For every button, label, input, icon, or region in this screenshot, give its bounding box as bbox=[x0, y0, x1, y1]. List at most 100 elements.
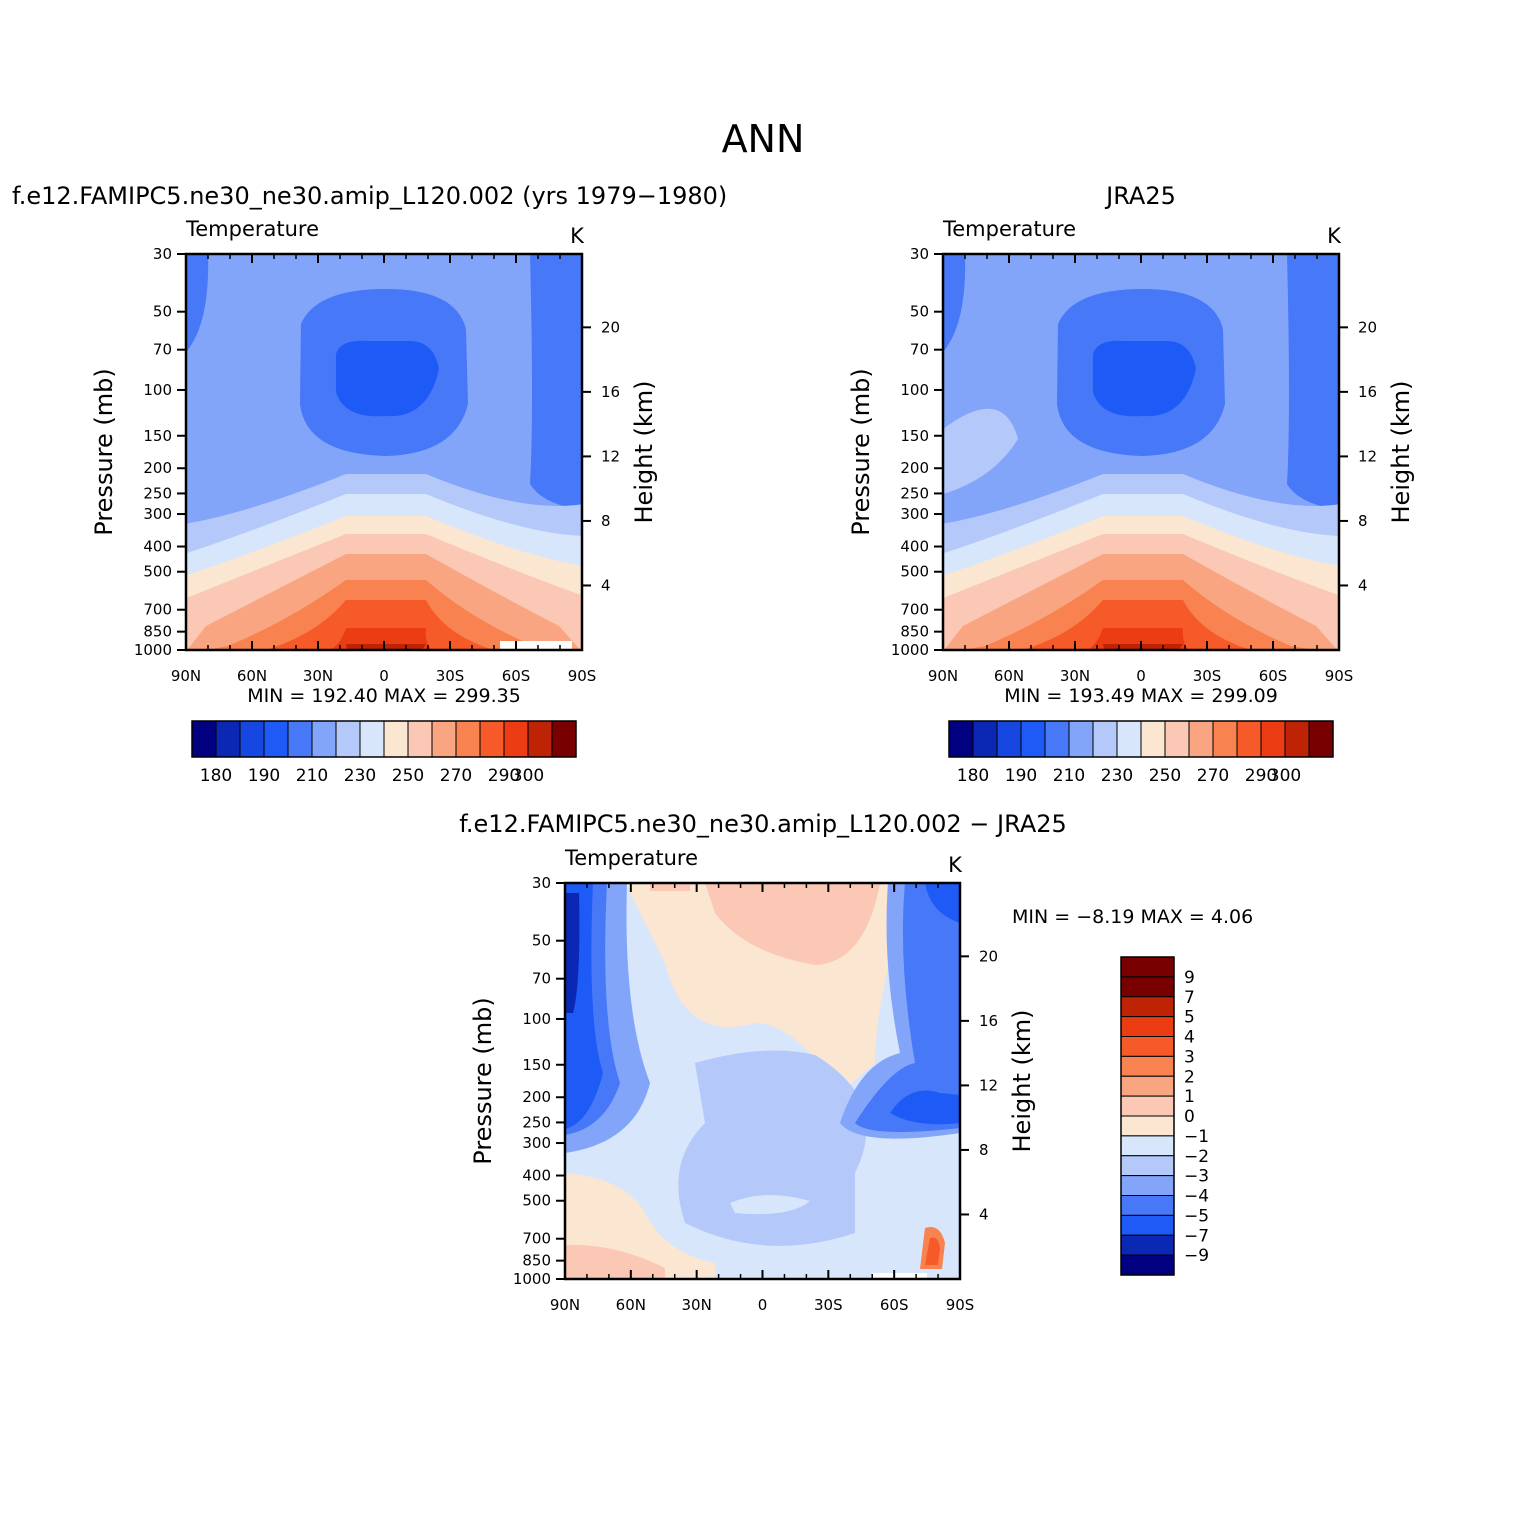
x-tick-label: 30N bbox=[682, 1296, 712, 1314]
x-tick-label: 60N bbox=[237, 667, 267, 685]
colorbar-label: 270 bbox=[1197, 766, 1229, 786]
colorbar-swatch bbox=[1120, 1075, 1175, 1097]
colorbar-swatch bbox=[1120, 1055, 1175, 1077]
chart-panel-3: f.e12.FAMIPC5.ne30_ne30.amip_L120.002 − … bbox=[459, 810, 1253, 1314]
y2-tick-label: 20 bbox=[1358, 318, 1377, 336]
colorbar-label: 270 bbox=[440, 766, 472, 786]
y2-tick-label: 8 bbox=[979, 1141, 989, 1159]
x-tick-label: 90S bbox=[1325, 667, 1354, 685]
y-tick-label: 70 bbox=[532, 970, 551, 988]
colorbar-label: 230 bbox=[344, 766, 376, 786]
colorbar-label: 300 bbox=[512, 766, 544, 786]
x-tick-label: 30S bbox=[1193, 667, 1222, 685]
contour-field bbox=[186, 254, 582, 650]
x-tick-label: 60N bbox=[616, 1296, 646, 1314]
x-tick-label: 90S bbox=[946, 1296, 975, 1314]
colorbar-swatch bbox=[1140, 720, 1166, 758]
x-tick-label: 60N bbox=[994, 667, 1024, 685]
colorbar-swatch bbox=[1068, 720, 1094, 758]
colorbar-label: 250 bbox=[1149, 766, 1181, 786]
y2-tick-label: 12 bbox=[979, 1076, 998, 1094]
y-tick-label: 850 bbox=[143, 623, 172, 641]
min-max-label: MIN = −8.19 MAX = 4.06 bbox=[1012, 906, 1253, 928]
colorbar-swatch bbox=[335, 720, 361, 758]
colorbar-swatch bbox=[1044, 720, 1070, 758]
y-tick-label: 1000 bbox=[134, 641, 172, 659]
chart-panel-2: JRA25 Temperature K 90N 60N 30N 0 30S 60S 90S 30 50… bbox=[847, 182, 1415, 786]
colorbar-label: 190 bbox=[248, 766, 280, 786]
x-tick-label: 30N bbox=[303, 667, 333, 685]
colorbar-swatch bbox=[215, 720, 241, 758]
colorbar-swatch bbox=[503, 720, 529, 758]
y-axis-label: Pressure (mb) bbox=[847, 368, 875, 535]
colorbar-swatch bbox=[191, 720, 217, 758]
colorbar-swatch bbox=[1260, 720, 1286, 758]
units-label: K bbox=[570, 224, 585, 248]
y-tick-label: 200 bbox=[900, 459, 929, 477]
colorbar-swatch bbox=[1120, 1095, 1175, 1117]
x-tick-label: 60S bbox=[1259, 667, 1288, 685]
y-tick-label: 200 bbox=[522, 1088, 551, 1106]
colorbar-swatch bbox=[431, 720, 457, 758]
page-title: ANN bbox=[722, 117, 805, 161]
colorbar-label: −3 bbox=[1184, 1167, 1209, 1187]
x-tick-label: 60S bbox=[880, 1296, 909, 1314]
y-tick-label: 70 bbox=[910, 341, 929, 359]
colorbar-label: −9 bbox=[1184, 1246, 1209, 1266]
y2-tick-label: 16 bbox=[1358, 383, 1377, 401]
colorbar-swatch bbox=[1120, 976, 1175, 998]
colorbar-label: 290 bbox=[488, 766, 520, 786]
colorbar-label: 180 bbox=[957, 766, 989, 786]
x-tick-label: 90N bbox=[550, 1296, 580, 1314]
y-tick-label: 70 bbox=[153, 341, 172, 359]
colorbar-swatch bbox=[311, 720, 337, 758]
colorbar-swatch bbox=[1120, 1016, 1175, 1037]
colorbar-label: −4 bbox=[1184, 1187, 1209, 1207]
contour-field bbox=[943, 254, 1339, 650]
colorbar-swatch bbox=[383, 720, 409, 758]
y-tick-label: 500 bbox=[522, 1192, 551, 1210]
y-axis-label: Pressure (mb) bbox=[469, 997, 497, 1164]
colorbar-swatch bbox=[1120, 1115, 1175, 1137]
colorbar-swatch bbox=[1120, 1135, 1175, 1157]
panel-title: f.e12.FAMIPC5.ne30_ne30.amip_L120.002 − … bbox=[459, 810, 1067, 838]
y-tick-label: 200 bbox=[143, 459, 172, 477]
colorbar-swatch bbox=[287, 720, 313, 758]
y-tick-label: 100 bbox=[143, 381, 172, 399]
colorbar-swatch bbox=[972, 720, 998, 758]
y2-tick-label: 20 bbox=[979, 947, 998, 965]
colorbar-label: 190 bbox=[1005, 766, 1037, 786]
x-tick-label: 0 bbox=[379, 667, 389, 685]
colorbar-swatch bbox=[359, 720, 385, 758]
x-tick-label: 60S bbox=[502, 667, 531, 685]
y2-tick-label: 4 bbox=[1358, 576, 1368, 594]
y-tick-label: 250 bbox=[900, 484, 929, 502]
y-tick-label: 150 bbox=[522, 1056, 551, 1074]
y-tick-label: 30 bbox=[153, 245, 172, 263]
y2-tick-label: 8 bbox=[1358, 512, 1368, 530]
y-tick-label: 400 bbox=[900, 538, 929, 556]
colorbar-label: 3 bbox=[1184, 1047, 1195, 1067]
y2-axis-label: Height (km) bbox=[630, 381, 658, 524]
y-tick-label: 30 bbox=[532, 874, 551, 892]
y-tick-label: 1000 bbox=[513, 1270, 551, 1288]
y-tick-label: 850 bbox=[522, 1252, 551, 1270]
colorbar-swatch bbox=[1308, 720, 1334, 758]
y-tick-label: 500 bbox=[143, 563, 172, 581]
colorbar-label: −1 bbox=[1184, 1127, 1209, 1147]
y2-tick-label: 16 bbox=[601, 383, 620, 401]
colorbar-swatch bbox=[263, 720, 289, 758]
colorbar-label: 7 bbox=[1184, 988, 1195, 1008]
colorbar-swatch bbox=[948, 720, 974, 758]
units-label: K bbox=[948, 853, 963, 877]
colorbar-swatch bbox=[1120, 956, 1175, 978]
y-tick-label: 30 bbox=[910, 245, 929, 263]
colorbar-swatch bbox=[1120, 1214, 1175, 1236]
x-tick-label: 90S bbox=[568, 667, 597, 685]
panel-subtitle: Temperature bbox=[185, 217, 319, 241]
y-tick-label: 50 bbox=[532, 932, 551, 950]
colorbar-label: 210 bbox=[296, 766, 328, 786]
y2-tick-label: 4 bbox=[979, 1205, 989, 1223]
panel-subtitle: Temperature bbox=[942, 217, 1076, 241]
